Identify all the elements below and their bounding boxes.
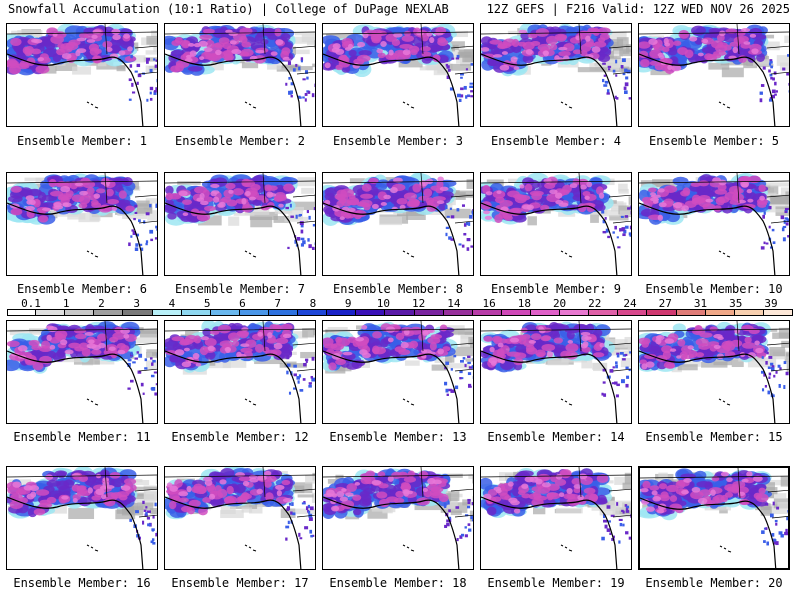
ensemble-member-label: Ensemble Member: 19 — [487, 576, 625, 590]
ensemble-member-map — [638, 172, 790, 276]
colorbar-tick-label: 0.1 — [21, 297, 41, 310]
ensemble-member-map — [322, 320, 474, 424]
ensemble-member-label: Ensemble Member: 9 — [490, 282, 622, 296]
colorbar-tick-label: 16 — [482, 297, 496, 310]
ensemble-member-map — [638, 320, 790, 424]
ensemble-member-map — [480, 23, 632, 127]
colorbar-swatch — [560, 309, 590, 316]
ensemble-member-map — [480, 320, 632, 424]
colorbar-tick-label: 5 — [203, 297, 211, 310]
ensemble-member-map — [638, 466, 790, 570]
ensemble-member-label: Ensemble Member: 10 — [645, 282, 783, 296]
colorbar-swatch — [239, 309, 269, 316]
colorbar-swatch — [7, 309, 37, 316]
ensemble-member-label: Ensemble Member: 3 — [332, 134, 464, 148]
colorbar-swatch — [501, 309, 531, 316]
ensemble-member-label: Ensemble Member: 14 — [487, 430, 625, 444]
ensemble-member-map — [480, 466, 632, 570]
ensemble-member-label: Ensemble Member: 5 — [648, 134, 780, 148]
colorbar-tick-label: 24 — [623, 297, 637, 310]
colorbar-tick-label: 3 — [133, 297, 141, 310]
colorbar-tick-label: 10 — [376, 297, 390, 310]
ensemble-member-map — [6, 172, 158, 276]
ensemble-member-map — [322, 172, 474, 276]
ensemble-member-map — [638, 23, 790, 127]
ensemble-member-map — [6, 466, 158, 570]
colorbar-swatch — [734, 309, 764, 316]
colorbar-tick-label: 4 — [168, 297, 176, 310]
ensemble-member-label: Ensemble Member: 15 — [645, 430, 783, 444]
ensemble-member-map — [480, 172, 632, 276]
ensemble-member-label: Ensemble Member: 7 — [174, 282, 306, 296]
ensemble-member-label: Ensemble Member: 8 — [332, 282, 464, 296]
colorbar-tick-label: 7 — [274, 297, 281, 310]
colorbar-swatch — [443, 309, 473, 316]
colorbar-swatch — [94, 309, 124, 316]
ensemble-member-label: Ensemble Member: 16 — [13, 576, 151, 590]
ensemble-member-map — [164, 320, 316, 424]
colorbar-tick-label: 35 — [729, 297, 743, 310]
ensemble-member-label: Ensemble Member: 13 — [329, 430, 467, 444]
colorbar-tick-label: 1 — [62, 297, 70, 310]
ensemble-member-label: Ensemble Member: 12 — [171, 430, 309, 444]
ensemble-member-label: Ensemble Member: 4 — [490, 134, 622, 148]
colorbar-swatch — [269, 309, 299, 316]
colorbar-tick-label: 39 — [764, 297, 778, 310]
ensemble-member-label: Ensemble Member: 20 — [645, 576, 783, 590]
colorbar-tick-label: 27 — [658, 297, 672, 310]
colorbar-swatch — [472, 309, 502, 316]
ensemble-member-map — [322, 466, 474, 570]
run-valid-time: 12Z GEFS | F216 Valid: 12Z WED NOV 26 20… — [486, 2, 790, 16]
colorbar-tick-label: 31 — [693, 297, 708, 310]
colorbar-swatch — [152, 309, 182, 316]
ensemble-member-label: Ensemble Member: 1 — [16, 134, 148, 148]
ensemble-member-label: Ensemble Member: 2 — [174, 134, 306, 148]
ensemble-member-map — [164, 23, 316, 127]
colorbar-tick-label: 12 — [411, 297, 426, 310]
colorbar-swatch — [705, 309, 735, 316]
ensemble-member-map — [164, 466, 316, 570]
ensemble-member-label: Ensemble Member: 17 — [171, 576, 309, 590]
colorbar-tick-label: 18 — [517, 297, 531, 310]
colorbar-swatch — [123, 309, 153, 316]
colorbar-tick-label: 20 — [552, 297, 567, 310]
colorbar-swatch — [36, 309, 66, 316]
colorbar-swatch — [763, 309, 793, 316]
ensemble-member-map — [6, 320, 158, 424]
colorbar-swatch — [298, 309, 328, 316]
colorbar-swatch — [618, 309, 648, 316]
colorbar-swatch — [647, 309, 677, 316]
colorbar-tick-label: 14 — [447, 297, 461, 310]
ensemble-member-map — [164, 172, 316, 276]
ensemble-member-map — [322, 23, 474, 127]
colorbar-swatch — [181, 309, 211, 316]
colorbar-swatch — [676, 309, 706, 316]
colorbar-swatch — [589, 309, 619, 316]
colorbar-tick-label: 8 — [309, 297, 317, 310]
colorbar-tick-label: 2 — [98, 297, 105, 310]
colorbar-swatch — [414, 309, 444, 316]
colorbar-swatch — [65, 309, 95, 316]
colorbar-swatch — [531, 309, 561, 316]
colorbar-swatch — [327, 309, 357, 316]
chart-title: Snowfall Accumulation (10:1 Ratio) | Col… — [8, 2, 449, 16]
ensemble-member-map — [6, 23, 158, 127]
colorbar-tick-label: 6 — [239, 297, 246, 310]
colorbar-swatch — [210, 309, 240, 316]
ensemble-member-label: Ensemble Member: 11 — [13, 430, 151, 444]
colorbar-tick-label: 9 — [344, 297, 352, 310]
ensemble-member-label: Ensemble Member: 6 — [16, 282, 148, 296]
colorbar-swatch — [356, 309, 386, 316]
colorbar-swatch — [385, 309, 415, 316]
ensemble-member-label: Ensemble Member: 18 — [329, 576, 467, 590]
colorbar-tick-label: 22 — [588, 297, 602, 310]
